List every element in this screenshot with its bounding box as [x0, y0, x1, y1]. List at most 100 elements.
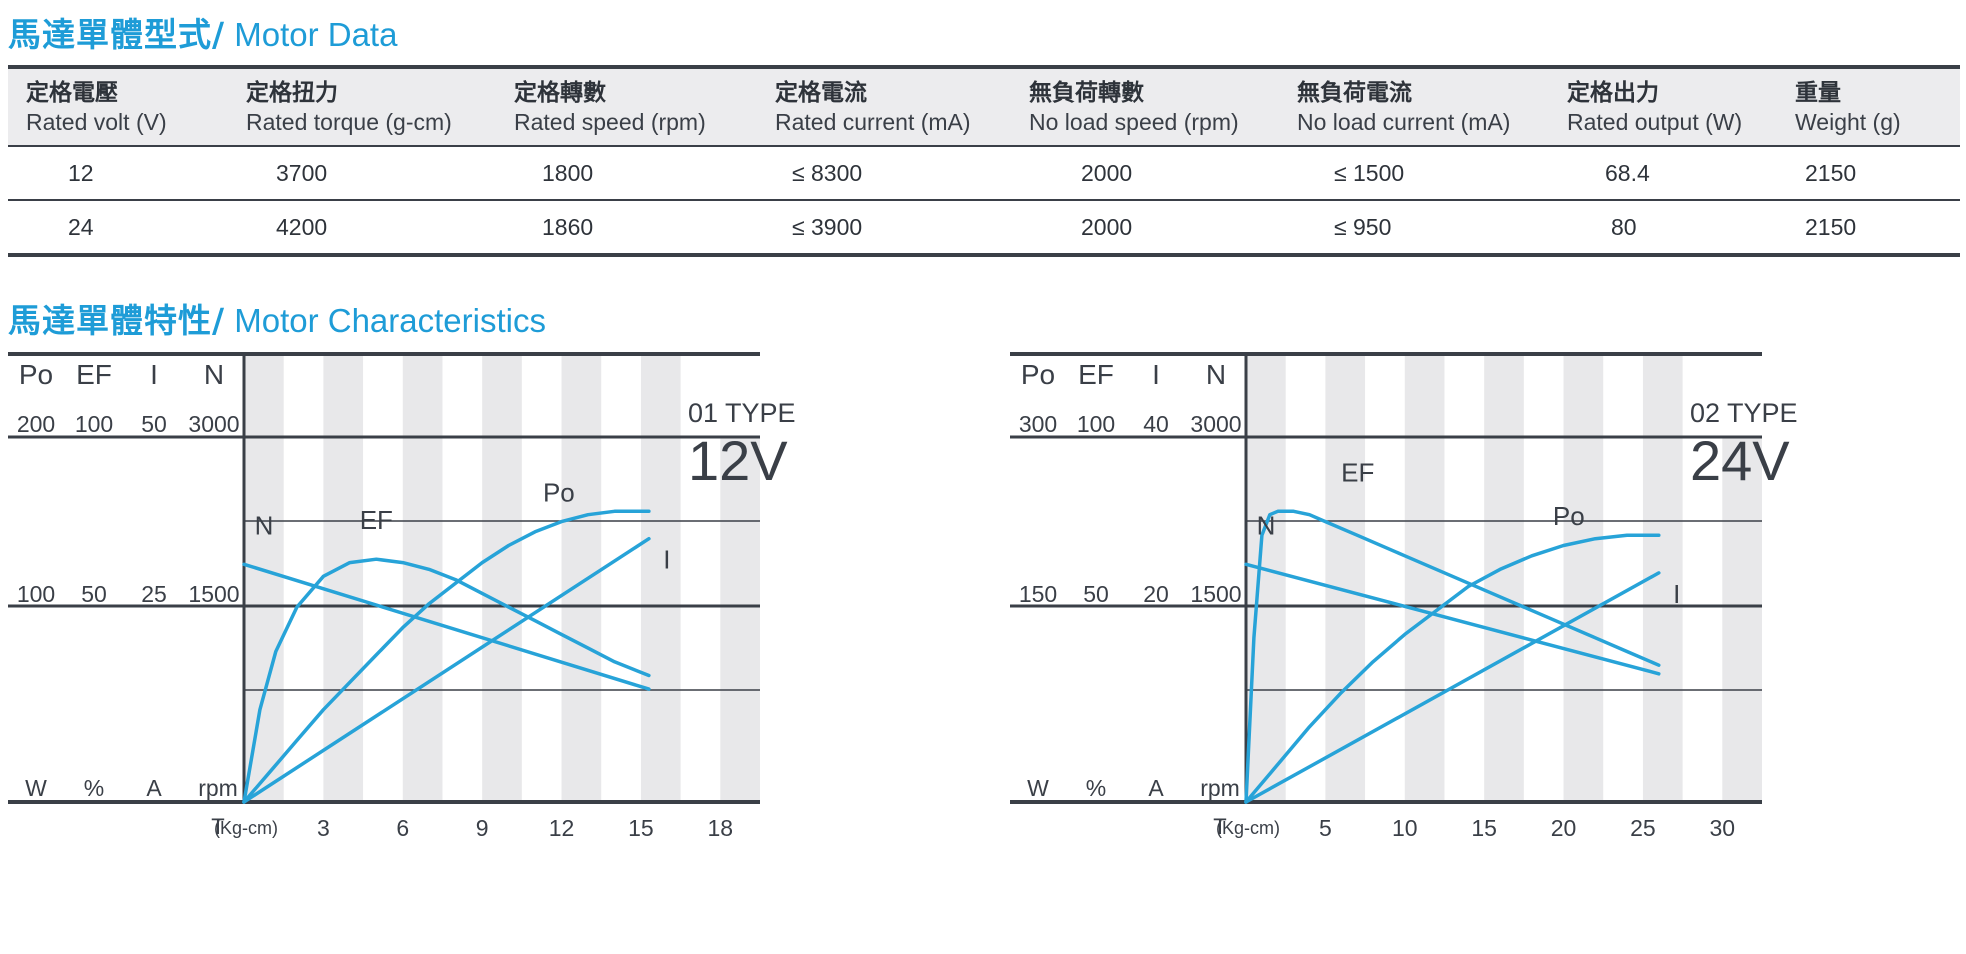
chart-12v-axis-header: N: [204, 359, 224, 390]
motor-characteristics-title-zh: 馬達單體特性/: [8, 301, 226, 340]
motor-characteristics-title-en: Motor Characteristics: [225, 302, 546, 339]
chart-12v-axis-mid-value: 50: [81, 581, 107, 607]
chart-12v-series-Po: [242, 509, 651, 804]
chart-24v-series-N: [1244, 562, 1661, 676]
chart-12v-x-tick-label: 12: [549, 815, 575, 841]
chart-24v-axis-header: I: [1152, 359, 1160, 390]
chart-24v-series-Po: [1244, 533, 1661, 804]
chart-24v-grid-band: [1404, 354, 1445, 802]
chart-24v-axis-unit: W: [1027, 775, 1049, 801]
table-cell: 3700: [228, 146, 496, 201]
chart-12v-x-tick-label: 9: [476, 815, 489, 841]
chart-24v-series-label-N: N: [1257, 510, 1276, 540]
table-row: 24 4200 1860 ≤ 3900 2000 ≤ 950 80 2150: [8, 200, 1960, 257]
table-cell: 1800: [496, 146, 757, 201]
table-cell: ≤ 3900: [757, 200, 1011, 257]
chart-12v-grid-band: [244, 354, 284, 802]
chart-24v-x-tick-label: 15: [1471, 815, 1497, 841]
chart-12v-axis-unit: %: [84, 775, 104, 801]
chart-24v-axis-mid-value: 20: [1143, 581, 1169, 607]
chart-12v-series-I: [242, 536, 651, 804]
chart-12v-axis-unit: rpm: [198, 775, 238, 801]
header-rated-speed: 定格轉數 Rated speed (rpm): [496, 65, 757, 147]
chart-24v-axis-header: EF: [1078, 359, 1114, 390]
chart-24v-x-axis-label: T: [1213, 814, 1226, 839]
chart-24v-axis-mid-value: 50: [1083, 581, 1109, 607]
table-cell: ≤ 8300: [757, 146, 1011, 201]
chart-12v-series-label-EF: EF: [360, 505, 393, 535]
chart-24v-x-tick-label: 25: [1630, 815, 1656, 841]
header-no-load-current: 無負荷電流 No load current (mA): [1279, 65, 1549, 147]
chart-24v-axis-unit: rpm: [1200, 775, 1240, 801]
chart-24v-axis-mid-value: 1500: [1190, 581, 1241, 607]
chart-12v-x-axis-label: T: [211, 814, 224, 839]
chart-12v-axis-header: Po: [19, 359, 53, 390]
chart-24v-axis-top-value: 40: [1143, 411, 1169, 437]
chart-12v-axis-mid-value: 100: [17, 581, 55, 607]
table-cell: 2150: [1777, 200, 1960, 257]
chart-12v-axis-mid-value: 1500: [188, 581, 239, 607]
table-row: 12 3700 1800 ≤ 8300 2000 ≤ 1500 68.4 215…: [8, 146, 1960, 201]
chart-24v-series-label-I: I: [1673, 579, 1680, 609]
chart-12v-x-tick-label: 18: [708, 815, 734, 841]
motor-data-table: 定格電壓 Rated volt (V) 定格扭力 Rated torque (g-c…: [8, 65, 1960, 257]
chart-12v-voltage-label: 12V: [688, 429, 788, 492]
chart-24v-axis-top-value: 100: [1077, 411, 1115, 437]
chart-12v-series-N: [242, 562, 651, 691]
chart-12v-grid-band: [640, 354, 681, 802]
chart-12v-grid-band: [561, 354, 602, 802]
chart-24v-axis-mid-value: 150: [1019, 581, 1057, 607]
chart-12v-axis-unit: A: [146, 775, 162, 801]
chart-24v-series-EF: [1244, 509, 1661, 804]
chart-12v-axis-unit: W: [25, 775, 47, 801]
chart-12v-label-backdrop: [688, 356, 778, 436]
chart-24v-x-tick-label: 30: [1710, 815, 1736, 841]
chart-24v-grid-band: [1484, 354, 1524, 802]
motor-characteristics-title: 馬達單體特性/ Motor Characteristics: [8, 294, 546, 342]
table-cell: 2000: [1011, 200, 1279, 257]
header-rated-torque: 定格扭力 Rated torque (g-cm): [228, 65, 496, 147]
chart-12v-x-tick-label: 6: [396, 815, 409, 841]
table-header-row: 定格電壓 Rated volt (V) 定格扭力 Rated torque (g-c…: [8, 65, 1960, 147]
table-cell: 68.4: [1549, 146, 1777, 201]
table-cell: 1860: [496, 200, 757, 257]
chart-24v-grid-band: [1563, 354, 1604, 802]
chart-24v-grid-band: [1325, 354, 1366, 802]
table-cell: 2150: [1777, 146, 1960, 201]
chart-12v-axis-mid-value: 25: [141, 581, 167, 607]
chart-24v-x-axis-unit: (Kg-cm): [1216, 818, 1280, 838]
header-rated-volt: 定格電壓 Rated volt (V): [8, 65, 228, 147]
chart-24v-type-label: 02 TYPE: [1690, 398, 1798, 428]
chart-12v-x-tick-label: 3: [317, 815, 330, 841]
table-cell: 80: [1549, 200, 1777, 257]
chart-12v-grid-band: [323, 354, 364, 802]
chart-12v-axis-header: I: [150, 359, 158, 390]
motor-data-title: 馬達單體型式/ Motor Data: [8, 8, 397, 56]
header-rated-output: 定格出力 Rated output (W): [1549, 65, 1777, 147]
chart-24v-axis-unit: %: [1086, 775, 1106, 801]
chart-12v-grid-band: [402, 354, 443, 802]
chart-12v-series-label-I: I: [663, 545, 670, 575]
chart-12v-x-axis-unit: (Kg-cm): [214, 818, 278, 838]
chart-24v-x-tick-label: 5: [1319, 815, 1332, 841]
chart-12v-x-tick-label: 15: [628, 815, 654, 841]
chart-24v-x-tick-label: 10: [1392, 815, 1418, 841]
chart-24v-grid-band: [1246, 354, 1286, 802]
table-cell: ≤ 950: [1279, 200, 1549, 257]
chart-24v-axis-unit: A: [1148, 775, 1164, 801]
chart-24v-axis-top-value: 3000: [1190, 411, 1241, 437]
chart-24v-axis-top-value: 300: [1019, 411, 1057, 437]
chart-24v-label-backdrop: [1690, 356, 1780, 436]
chart-12v-axis-top-value: 200: [17, 411, 55, 437]
chart-12v-series-label-Po: Po: [543, 477, 575, 507]
chart-24v-x-tick-label: 20: [1551, 815, 1577, 841]
table-cell: 2000: [1011, 146, 1279, 201]
chart-12v-series-label-N: N: [255, 510, 274, 540]
chart-24v-series-label-Po: Po: [1553, 501, 1585, 531]
chart-12v-axis-top-value: 100: [75, 411, 113, 437]
table-cell: 24: [8, 200, 228, 257]
table-cell: 12: [8, 146, 228, 201]
